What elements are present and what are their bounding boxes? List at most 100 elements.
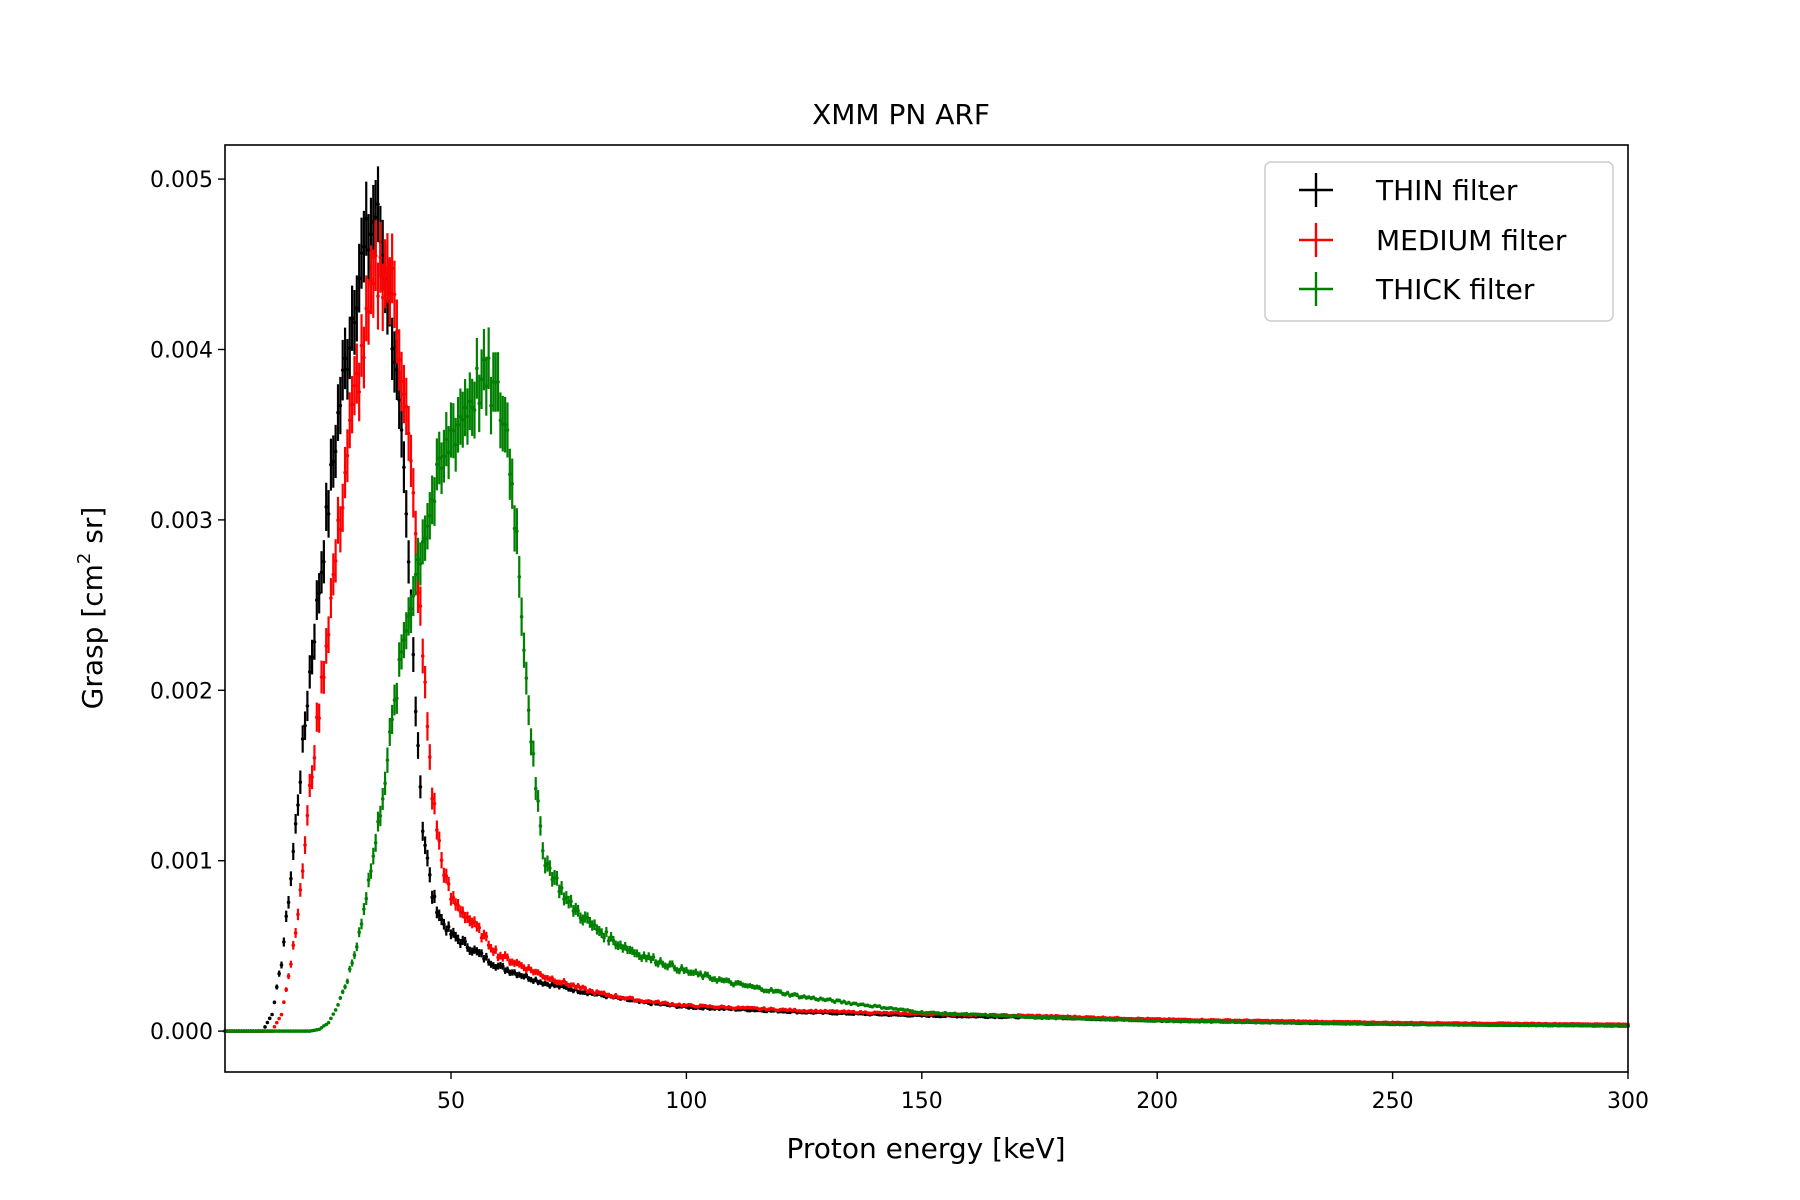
data-point	[576, 909, 580, 913]
data-point	[350, 316, 354, 321]
data-point	[395, 367, 399, 372]
data-point	[458, 414, 463, 419]
data-point	[606, 939, 611, 943]
data-point	[298, 888, 303, 892]
data-point	[505, 967, 510, 972]
data-point	[357, 930, 361, 935]
data-point	[656, 962, 660, 966]
data-point	[536, 799, 540, 803]
data-point	[526, 965, 531, 970]
data-point	[538, 980, 543, 984]
data-point	[366, 248, 371, 252]
data-point	[416, 557, 420, 562]
data-point	[425, 856, 430, 860]
data-point	[460, 417, 465, 422]
data-point	[451, 931, 456, 935]
data-point	[336, 410, 340, 415]
data-point	[630, 996, 635, 1000]
data-point	[383, 781, 387, 786]
data-point	[545, 861, 550, 866]
data-point	[310, 655, 314, 659]
data-point	[585, 916, 590, 920]
data-point	[359, 922, 364, 926]
data-point	[491, 950, 496, 954]
data-point	[460, 910, 465, 915]
data-point	[503, 953, 507, 957]
data-point	[326, 632, 331, 637]
data-point	[581, 918, 585, 922]
data-point	[395, 696, 399, 701]
data-point	[512, 526, 517, 531]
data-point	[423, 680, 427, 684]
data-point	[286, 900, 291, 905]
data-point	[453, 934, 458, 939]
data-point	[423, 843, 427, 848]
data-point	[347, 346, 352, 350]
data-point	[343, 470, 347, 475]
data-point	[411, 491, 416, 495]
data-point	[373, 215, 378, 219]
data-point	[837, 998, 842, 1003]
data-point	[378, 814, 383, 818]
data-point	[333, 559, 338, 563]
data-point	[599, 931, 604, 935]
data-point	[602, 991, 606, 995]
data-point	[540, 848, 545, 853]
data-point	[642, 953, 646, 958]
data-point	[329, 462, 333, 467]
data-point	[409, 611, 413, 616]
chart-title: XMM PN ARF	[812, 98, 990, 131]
data-point	[387, 730, 392, 734]
data-point	[267, 1016, 272, 1021]
data-point	[651, 955, 656, 959]
data-point	[420, 654, 425, 658]
data-point	[312, 756, 317, 760]
data-point	[562, 979, 566, 983]
data-point	[432, 801, 437, 806]
data-point	[500, 964, 505, 969]
data-point	[435, 828, 439, 832]
data-point	[364, 306, 369, 311]
data-point	[477, 401, 482, 406]
data-point	[548, 866, 552, 870]
data-point	[557, 889, 562, 894]
data-point	[479, 377, 484, 381]
data-point	[423, 536, 427, 541]
data-point	[446, 924, 451, 929]
data-point	[305, 704, 310, 708]
data-point	[679, 965, 684, 970]
data-point	[359, 251, 364, 255]
data-point	[472, 408, 477, 412]
data-point	[496, 380, 500, 384]
data-point	[284, 987, 289, 992]
data-point	[468, 399, 472, 404]
data-point	[402, 638, 406, 642]
data-point	[529, 740, 533, 744]
data-point	[326, 1020, 331, 1025]
data-point	[305, 813, 310, 818]
data-point	[597, 929, 602, 933]
data-point	[769, 987, 773, 992]
data-point	[411, 594, 416, 598]
data-point	[538, 824, 543, 828]
data-point	[588, 920, 592, 925]
data-point	[656, 999, 660, 1004]
data-point	[413, 572, 418, 577]
data-point	[609, 934, 613, 939]
data-point	[621, 946, 625, 951]
data-point	[477, 925, 482, 930]
data-point	[486, 943, 491, 947]
data-point	[355, 945, 359, 949]
data-point	[397, 657, 401, 662]
data-point	[376, 819, 380, 824]
data-point	[340, 506, 345, 510]
data-point	[392, 360, 397, 364]
data-point	[312, 639, 317, 644]
data-layer	[223, 166, 1630, 1033]
data-point	[399, 650, 404, 654]
data-point	[397, 398, 401, 402]
data-point	[644, 956, 649, 961]
data-point	[726, 978, 731, 983]
data-point	[472, 919, 477, 924]
data-point	[336, 1003, 340, 1007]
